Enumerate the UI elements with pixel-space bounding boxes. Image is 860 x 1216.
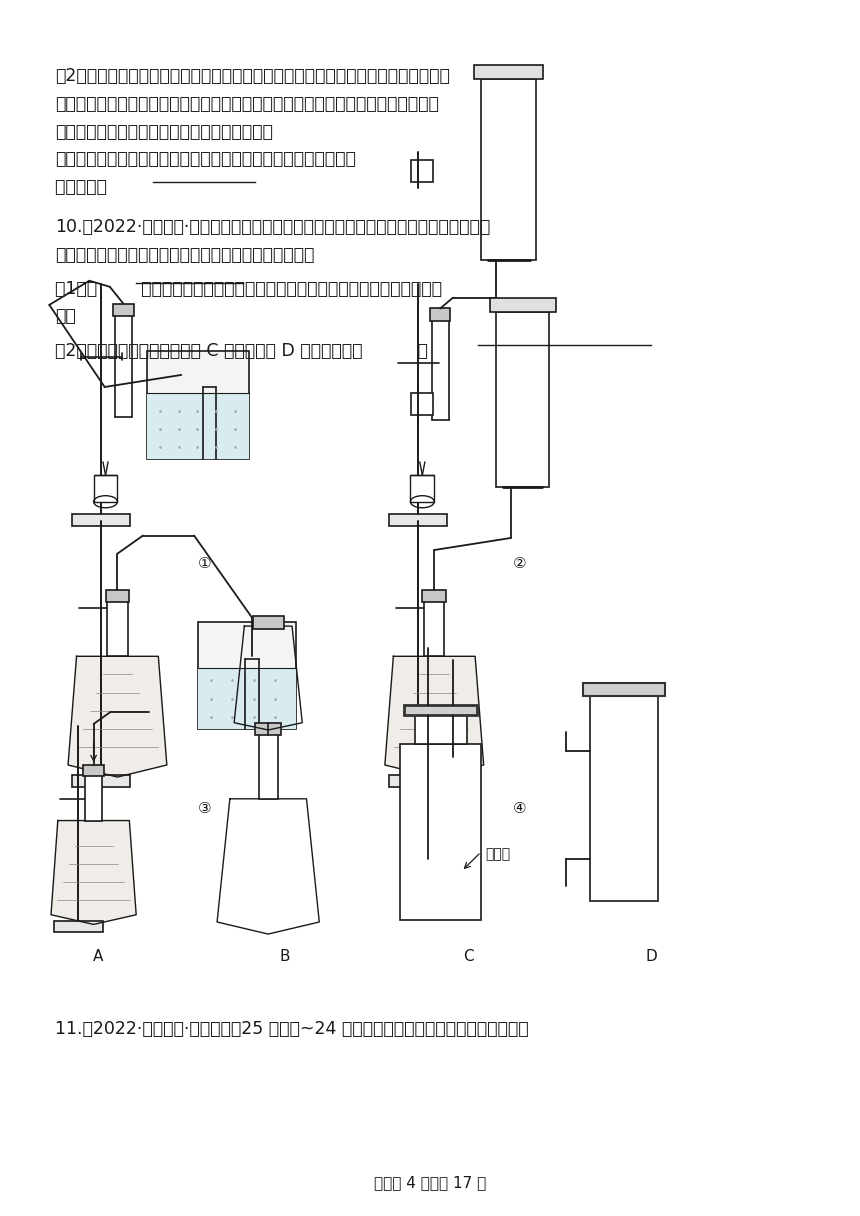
Text: 11.（2022·浙江湖州·中考真题）25 亿年前~24 亿年前，由于蓝细菌的光合作用，大气中: 11.（2022·浙江湖州·中考真题）25 亿年前~24 亿年前，由于蓝细菌的光… [55,1020,529,1037]
Bar [53,921,103,931]
Text: ②: ② [513,556,526,572]
Text: 种金属氧化物对氯酸钒分解快慢的影响，某兴趣小组利用下列器材和药品进行实验。: 种金属氧化物对氯酸钒分解快慢的影响，某兴趣小组利用下列器材和药品进行实验。 [55,95,439,113]
Bar [72,775,130,787]
Bar [481,79,537,260]
Text: 取氧气；常用大理石与稀盐酸反应来制取二氧化碳气体。: 取氧气；常用大理石与稀盐酸反应来制取二氧化碳气体。 [55,246,315,264]
Bar [255,722,281,734]
Text: B: B [280,948,291,963]
Bar [85,772,102,821]
Bar [430,309,451,321]
Text: 实验药品：氯酸钒，额粒大小相同的二氧化锄、氧化铁、氧化铝。: 实验药品：氯酸钒，额粒大小相同的二氧化锄、氧化铁、氧化铝。 [55,151,356,168]
Text: A: A [93,948,103,963]
Polygon shape [51,821,136,924]
Text: 试卷第 4 页，共 17 页: 试卷第 4 页，共 17 页 [374,1176,486,1190]
Bar [474,64,544,79]
Bar [199,623,297,728]
Bar [389,514,447,525]
Bar [199,669,297,728]
Bar [590,696,658,901]
Text: （2）二氧化锄、氧化铁和氧化铝都可以作为氯酸钒加热分解的催化剂。为了比较这三: （2）二氧化锄、氧化铁和氧化铝都可以作为氯酸钒加热分解的催化剂。为了比较这三 [55,67,450,85]
Text: ④: ④ [513,801,526,816]
Bar [94,475,118,502]
Bar [114,304,133,316]
Bar [253,617,284,629]
Bar [389,775,447,787]
Bar [489,298,556,313]
Text: 实验器材：秒表、电子秤、上图中合适的装置。: 实验器材：秒表、电子秤、上图中合适的装置。 [55,123,273,141]
Text: C: C [463,948,474,963]
Bar [496,313,550,488]
Text: （2）实验室收集二氧化碳选用 C 装置而不用 D 装置的原因是          。: （2）实验室收集二氧化碳选用 C 装置而不用 D 装置的原因是 。 [55,343,428,360]
Text: D: D [646,948,657,963]
Text: 实验步骤：: 实验步骤： [55,178,151,196]
Text: 玻璃片: 玻璃片 [485,848,511,861]
Bar [400,744,481,919]
Bar [410,475,434,502]
Bar [404,704,476,715]
Bar [147,393,249,460]
Bar [422,590,446,602]
Text: 置。: 置。 [55,308,76,326]
Bar [424,598,445,657]
Polygon shape [68,657,167,777]
Bar [106,590,129,602]
Text: ①: ① [198,556,211,572]
Bar [147,350,249,460]
Bar [259,732,278,799]
Bar [108,598,127,657]
Text: ③: ③ [198,801,211,816]
Text: 10.（2022·浙江湖州·中考真题）实验室常用分解高锡酸钒、氯酸钒或过氧化氢的方法制: 10.（2022·浙江湖州·中考真题）实验室常用分解高锡酸钒、氯酸钒或过氧化氢的… [55,218,490,236]
Bar [72,514,130,525]
Bar [83,765,104,776]
Bar [583,683,665,696]
Bar [411,161,433,181]
Bar [415,715,467,744]
Bar [411,393,433,415]
Polygon shape [217,799,319,934]
Polygon shape [385,657,483,777]
Text: （1）图        （填字母）装置既可作为制取氧气也可作为制取二氧化碳的发生装: （1）图 （填字母）装置既可作为制取氧气也可作为制取二氧化碳的发生装 [55,280,442,298]
Polygon shape [234,626,302,730]
